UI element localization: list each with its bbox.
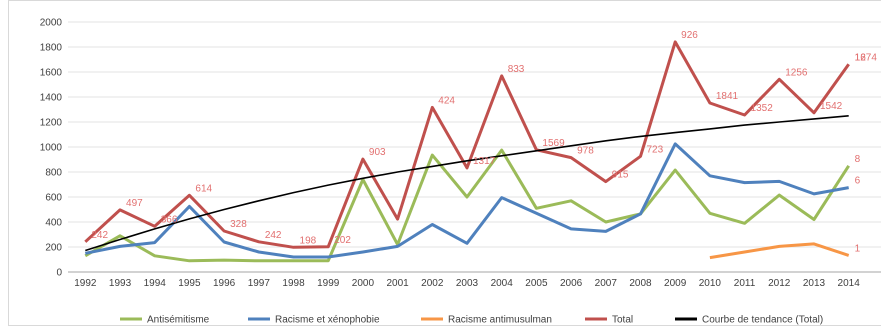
legend-label: Total bbox=[612, 315, 633, 326]
legend-label: Courbe de tendance (Total) bbox=[702, 315, 823, 326]
data-label: 242 bbox=[91, 230, 108, 241]
y-tick-label: 1000 bbox=[40, 143, 63, 154]
data-labels: 242 497 366 614 328 242 198 202 903 424 1317 833 156… bbox=[91, 30, 877, 255]
series-line-racisme-antimusulman bbox=[709, 242, 850, 260]
data-label: 978 bbox=[577, 146, 594, 157]
x-axis-ticks: 1992 1993 1994 1995 1996 1997 1998 1999 2000 2001… bbox=[74, 278, 860, 289]
y-axis-ticks: 0 200 400 600 800 1000 1200 1400 1600 1800 2000 bbox=[40, 18, 63, 279]
data-label: 328 bbox=[230, 219, 247, 230]
data-label: 903 bbox=[369, 147, 386, 158]
gridlines bbox=[68, 21, 881, 273]
data-label: 242 bbox=[265, 230, 282, 241]
series-lines bbox=[84, 40, 850, 263]
data-label: 202 bbox=[334, 235, 351, 246]
data-label: 1274 bbox=[855, 52, 878, 63]
x-tick-label: 2012 bbox=[768, 278, 791, 289]
x-tick-label: 1994 bbox=[144, 278, 167, 289]
x-tick-label: 1993 bbox=[109, 278, 132, 289]
data-label: 1256 bbox=[785, 67, 808, 78]
x-tick-label: 2013 bbox=[803, 278, 826, 289]
y-tick-label: 800 bbox=[45, 168, 62, 179]
legend-label: Antisémitisme bbox=[147, 315, 210, 326]
data-label: 6 bbox=[855, 176, 861, 187]
x-tick-label: 1995 bbox=[178, 278, 201, 289]
x-tick-label: 2005 bbox=[525, 278, 548, 289]
y-tick-label: 200 bbox=[45, 243, 62, 254]
x-tick-label: 2009 bbox=[664, 278, 687, 289]
data-label: 1542 bbox=[820, 101, 843, 112]
data-label: 424 bbox=[438, 95, 455, 106]
x-tick-label: 2006 bbox=[560, 278, 583, 289]
x-tick-label: 1992 bbox=[74, 278, 97, 289]
y-tick-label: 2000 bbox=[40, 18, 63, 29]
y-tick-label: 1200 bbox=[40, 118, 63, 129]
data-label: 1841 bbox=[716, 91, 739, 102]
data-label: 833 bbox=[508, 64, 525, 75]
x-tick-label: 2010 bbox=[699, 278, 722, 289]
y-tick-label: 1400 bbox=[40, 93, 63, 104]
data-label: 8 bbox=[855, 154, 861, 165]
data-label: 723 bbox=[646, 144, 663, 155]
data-label: 198 bbox=[300, 235, 317, 246]
data-label: 1352 bbox=[751, 103, 774, 114]
y-tick-label: 1600 bbox=[40, 68, 63, 79]
y-tick-label: 600 bbox=[45, 193, 62, 204]
x-tick-label: 1999 bbox=[317, 278, 340, 289]
x-tick-label: 2004 bbox=[491, 278, 514, 289]
x-tick-label: 2008 bbox=[629, 278, 652, 289]
series-line-antis-mitisme bbox=[84, 148, 850, 263]
data-label: 1569 bbox=[542, 138, 565, 149]
series-line-courbe-de-tendance-total- bbox=[85, 115, 849, 252]
x-tick-label: 2001 bbox=[386, 278, 409, 289]
data-label: 926 bbox=[681, 30, 698, 41]
x-tick-label: 2011 bbox=[734, 278, 756, 289]
data-label: 915 bbox=[612, 170, 629, 181]
x-tick-label: 1996 bbox=[213, 278, 236, 289]
y-tick-label: 0 bbox=[56, 268, 62, 279]
data-label: 614 bbox=[195, 183, 212, 194]
x-tick-label: 2002 bbox=[421, 278, 444, 289]
x-tick-label: 2000 bbox=[352, 278, 375, 289]
x-tick-label: 2007 bbox=[595, 278, 618, 289]
data-label: 1 bbox=[855, 243, 861, 254]
x-tick-label: 1998 bbox=[282, 278, 305, 289]
x-tick-label: 2003 bbox=[456, 278, 479, 289]
data-label: 366 bbox=[161, 214, 178, 225]
legend-label: Racisme antimusulman bbox=[448, 315, 552, 326]
data-label: 1317 bbox=[473, 156, 496, 167]
legend: Antisémitisme Racisme et xénophobie Racism… bbox=[120, 315, 823, 326]
y-tick-label: 1800 bbox=[40, 43, 63, 54]
y-tick-label: 400 bbox=[45, 218, 62, 229]
data-label: 497 bbox=[126, 198, 143, 209]
series-line-racisme-et-x-nophobie bbox=[85, 142, 849, 259]
x-tick-label: 2014 bbox=[838, 278, 861, 289]
legend-label: Racisme et xénophobie bbox=[275, 315, 380, 326]
x-tick-label: 1997 bbox=[248, 278, 271, 289]
data-label: 16 bbox=[855, 52, 867, 63]
series-line-total bbox=[84, 40, 850, 249]
